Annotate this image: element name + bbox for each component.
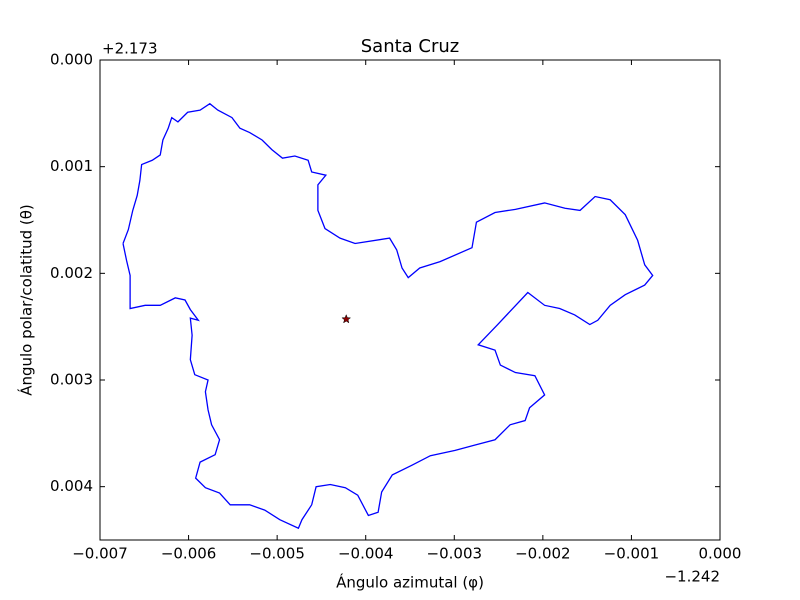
x-tick-label: 0.000	[699, 545, 742, 563]
line	[122, 102, 654, 530]
y-tick-label: 0.001	[50, 157, 93, 175]
x-tick-label: −0.006	[161, 545, 217, 563]
plot-frame	[99, 59, 721, 541]
x-tick-label: −0.003	[427, 545, 483, 563]
y-tick-label: 0.000	[50, 51, 93, 69]
x-offset-label: −1.242	[664, 568, 720, 586]
y-tick-label: 0.003	[50, 371, 93, 389]
y-offset-label: +2.173	[102, 40, 158, 58]
chart-title: Santa Cruz	[361, 36, 460, 57]
x-tick-label: −0.005	[249, 545, 305, 563]
y-axis-label: Ángulo polar/colatitud (θ)	[17, 204, 36, 396]
x-tick-label: −0.001	[604, 545, 660, 563]
x-tick-label: −0.007	[72, 545, 128, 563]
x-axis-label: Ángulo azimutal (φ)	[336, 573, 484, 592]
y-tick-label: 0.002	[50, 264, 93, 282]
star-marker	[341, 313, 352, 324]
x-tick-label: −0.004	[338, 545, 394, 563]
y-tick-label: 0.004	[50, 477, 93, 495]
x-tick-label: −0.002	[515, 545, 571, 563]
